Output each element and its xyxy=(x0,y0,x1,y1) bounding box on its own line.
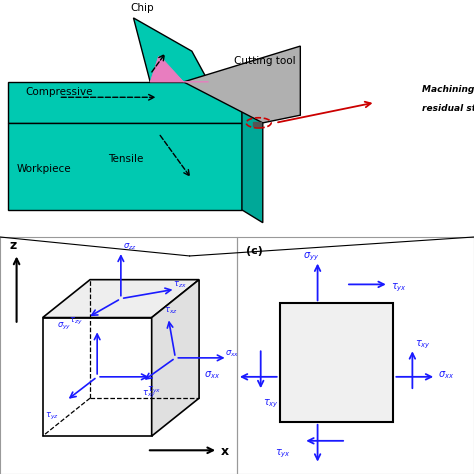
Text: $\tau_{yz}$: $\tau_{yz}$ xyxy=(45,410,59,421)
Polygon shape xyxy=(152,280,199,436)
Text: Workpiece: Workpiece xyxy=(17,164,71,174)
Polygon shape xyxy=(9,82,242,123)
Text: z: z xyxy=(9,239,17,252)
Polygon shape xyxy=(43,280,199,318)
Polygon shape xyxy=(134,18,209,82)
Text: residual stress sta: residual stress sta xyxy=(422,104,474,113)
Polygon shape xyxy=(150,59,183,82)
Text: $\sigma_{xx}$: $\sigma_{xx}$ xyxy=(438,369,455,381)
Text: $\tau_{xy}$: $\tau_{xy}$ xyxy=(263,398,279,410)
Bar xyxy=(253,121,261,126)
Polygon shape xyxy=(183,46,301,123)
Polygon shape xyxy=(242,82,263,223)
Text: $\tau_{zx}$: $\tau_{zx}$ xyxy=(173,280,187,290)
Text: x: x xyxy=(220,445,228,458)
Text: (c): (c) xyxy=(246,246,264,256)
Text: $\tau_{yx}$: $\tau_{yx}$ xyxy=(391,282,407,294)
Text: Compressive: Compressive xyxy=(25,87,92,97)
Text: Machining induce: Machining induce xyxy=(422,85,474,94)
Polygon shape xyxy=(150,56,209,82)
Text: Tensile: Tensile xyxy=(109,154,144,164)
Text: $\tau_{yx}$: $\tau_{yx}$ xyxy=(275,447,291,460)
Text: $\sigma_{zz}$: $\sigma_{zz}$ xyxy=(123,242,137,252)
Text: $\tau_{yx}$: $\tau_{yx}$ xyxy=(147,384,161,395)
Text: Cutting tool: Cutting tool xyxy=(234,56,295,66)
Bar xyxy=(43,318,152,436)
Bar xyxy=(280,303,393,422)
Polygon shape xyxy=(9,123,242,210)
Text: $\tau_{zy}$: $\tau_{zy}$ xyxy=(69,316,82,327)
Text: $\tau_{xy}$: $\tau_{xy}$ xyxy=(142,389,156,400)
Text: $\tau_{xz}$: $\tau_{xz}$ xyxy=(164,306,177,316)
Text: $\tau_{xy}$: $\tau_{xy}$ xyxy=(415,338,431,351)
Text: $\sigma_{xx}$: $\sigma_{xx}$ xyxy=(204,369,220,381)
Text: $\sigma_{yy}$: $\sigma_{yy}$ xyxy=(303,251,319,263)
Text: Chip: Chip xyxy=(130,3,154,13)
Text: $\sigma_{xx}$: $\sigma_{xx}$ xyxy=(225,348,239,359)
Text: $\sigma_{yy}$: $\sigma_{yy}$ xyxy=(57,320,71,331)
